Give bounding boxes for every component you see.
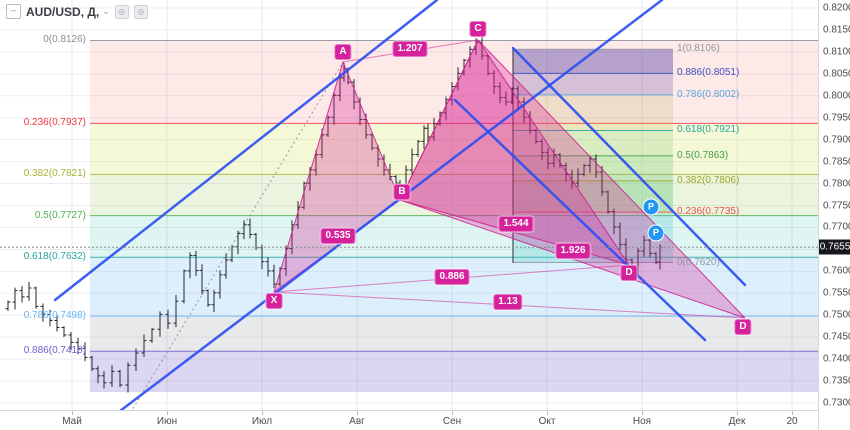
month-tick-label: Окт <box>538 416 556 427</box>
month-tick-label: Июн <box>156 416 178 427</box>
axis-tick-mark <box>452 411 453 415</box>
month-tick-label: Май <box>62 416 82 427</box>
fib-ratio-badge: 0.535 <box>320 228 356 244</box>
axis-tick-mark <box>262 411 263 415</box>
source-settings-icon[interactable]: ◎ <box>114 4 129 19</box>
pattern-point-d[interactable]: D <box>734 319 752 335</box>
position-marker[interactable]: P <box>647 224 665 242</box>
axis-tick-mark <box>792 411 793 415</box>
month-tick-label: Дек <box>728 416 746 427</box>
fib-ratio-badge: 1.544 <box>498 216 534 232</box>
source-camera-icon[interactable]: ◎ <box>133 4 148 19</box>
pattern-point-x[interactable]: X <box>265 293 283 309</box>
axis-tick-mark <box>357 411 358 415</box>
pattern-point-d[interactable]: D <box>620 265 638 281</box>
fib-ratio-badge: 1.207 <box>392 41 428 57</box>
plot-area[interactable] <box>0 0 818 430</box>
axis-tick-mark <box>72 411 73 415</box>
axis-tick-mark <box>167 411 168 415</box>
current-price-label: 0.7655 <box>819 239 850 255</box>
fib-ratio-badge: 1.13 <box>493 294 523 310</box>
pattern-point-c[interactable]: C <box>469 21 487 37</box>
month-tick-label: Сен <box>442 416 462 427</box>
symbol-title[interactable]: AUD/USD, Д, <box>26 4 100 19</box>
position-marker[interactable]: P <box>642 198 660 216</box>
month-tick-label: Июл <box>251 416 273 427</box>
candlestick-series <box>5 36 663 393</box>
pattern-point-a[interactable]: A <box>334 44 352 60</box>
pattern-point-b[interactable]: B <box>393 184 411 200</box>
time-axis[interactable]: Май Июн Июл Авг Сен Окт Ноя Дек 20 <box>0 410 818 430</box>
fib-ratio-badge: 0.886 <box>434 269 470 285</box>
price-tick-label: 0.7300 <box>823 397 850 409</box>
collapse-icon[interactable]: – <box>6 4 21 19</box>
axis-tick-mark <box>737 411 738 415</box>
month-tick-label: 20 <box>786 416 798 427</box>
axis-tick-mark <box>642 411 643 415</box>
symbol-titlebar[interactable]: – AUD/USD, Д, ⌄ ◎ ◎ <box>6 4 148 19</box>
month-tick-label: Ноя <box>632 416 652 427</box>
fib-ratio-badge: 1.926 <box>555 243 591 259</box>
axis-tick-mark <box>547 411 548 415</box>
month-tick-label: Авг <box>349 416 365 427</box>
chevron-down-icon[interactable]: ⌄ <box>102 6 110 16</box>
